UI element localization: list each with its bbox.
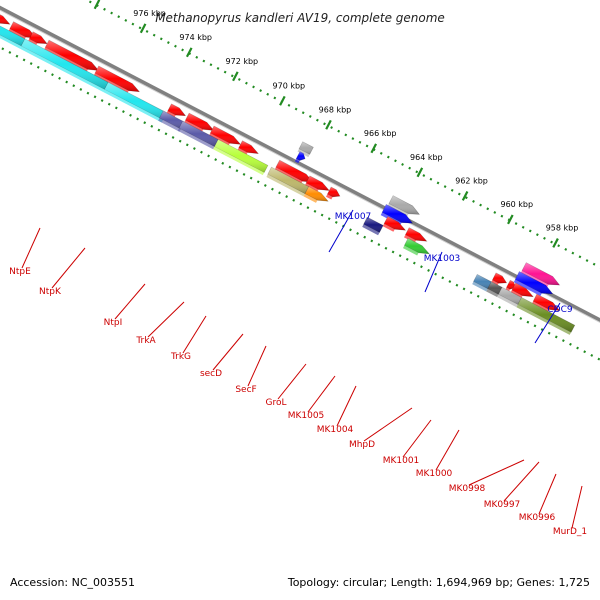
gene-label-mk1007: MK1007	[335, 212, 372, 222]
ruler-tick-label: 976 kbp	[133, 9, 166, 18]
feature-secD	[213, 139, 269, 176]
feature-murD	[516, 297, 576, 335]
gene-label-mk1000: MK1000	[416, 469, 453, 479]
feature-mk0998	[472, 273, 492, 292]
feature-ntpI	[103, 81, 168, 123]
feature-red-14	[382, 216, 407, 232]
ruler-tick	[232, 71, 239, 82]
ruler-tick-label: 958 kbp	[546, 224, 579, 233]
feature-trkA	[158, 110, 185, 132]
feature-red-3	[8, 21, 38, 40]
topology-info: Topology: circular; Length: 1,694,969 bp…	[287, 576, 590, 589]
ruler-tick	[370, 143, 378, 154]
feature-red-19	[531, 293, 561, 313]
feature-red-7	[166, 103, 187, 118]
ruler-tick-label: 962 kbp	[455, 176, 488, 185]
feature-mk1007-arrow	[294, 151, 306, 164]
feature-red-4	[27, 31, 48, 46]
gene-labels: MK1007 MK1003 CDC9 NtpE NtpK NtpI TrkA TrkG secD…	[9, 212, 587, 537]
ruler-tick	[461, 190, 469, 201]
ruler-tick	[552, 238, 559, 248]
feature-cdc9-magenta	[520, 262, 561, 288]
ruler-tick	[325, 119, 332, 130]
gene-label-mk0998: MK0998	[449, 484, 486, 494]
feature-red-5	[43, 39, 100, 73]
feature-red-15	[404, 227, 428, 243]
gene-label-secd: secD	[200, 369, 222, 379]
ruler-tick	[139, 23, 147, 34]
gene-label-trka: TrkA	[135, 336, 156, 346]
ruler-tick-label: 966 kbp	[364, 129, 397, 138]
ruler-tick	[93, 0, 101, 10]
gene-label-secf: SecF	[235, 385, 256, 395]
feature-ntpK	[19, 38, 109, 92]
accession-text: Accession: NC_003551	[10, 576, 135, 589]
gene-label-murd-1: MurD_1	[553, 527, 587, 537]
ruler-tick-label: 964 kbp	[410, 153, 443, 162]
ruler-tick-label: 968 kbp	[319, 105, 352, 114]
ruler-tick	[507, 214, 514, 225]
label-leaders	[21, 209, 583, 529]
feature-mk0996	[497, 286, 523, 308]
gene-label-mk1004: MK1004	[317, 425, 354, 435]
feature-mk1005	[303, 186, 329, 203]
ruler-tick	[279, 95, 286, 106]
gene-label-mk1001: MK1001	[383, 456, 420, 466]
gene-features	[0, 14, 576, 335]
feature-red-13	[326, 186, 341, 200]
gene-label-cdc9: CDC9	[547, 305, 572, 315]
feature-mk1001	[403, 237, 431, 256]
feature-red-18	[510, 282, 534, 299]
feature-red-16	[491, 272, 508, 286]
feature-red-9	[208, 125, 242, 146]
feature-red-17	[505, 279, 516, 292]
gene-label-grol: GroL	[266, 398, 287, 408]
feature-cdc9-blue	[513, 271, 554, 296]
gene-label-mk0996: MK0996	[519, 513, 556, 523]
gene-label-mhpd: MhpD	[349, 440, 375, 450]
feature-trkG	[177, 120, 219, 150]
feature-mk0997	[486, 281, 503, 297]
feature-mk1003-gray	[387, 195, 421, 217]
gene-label-ntpk: NtpK	[39, 287, 62, 297]
ruler-tick-label: 972 kbp	[226, 57, 259, 66]
feature-mk1007-block	[297, 141, 314, 158]
gene-label-ntpe: NtpE	[9, 267, 31, 277]
gene-label-mk0997: MK0997	[484, 500, 521, 510]
feature-red-10	[237, 140, 260, 156]
gene-label-mk1003: MK1003	[424, 254, 461, 264]
ruler-tick-label: 960 kbp	[500, 200, 533, 209]
feature-red-6	[93, 65, 141, 94]
feature-red-12	[304, 175, 330, 193]
ruler-tick	[185, 47, 193, 58]
feature-ntpE	[0, 25, 26, 49]
feature-groL	[266, 166, 310, 197]
feature-mhpD	[362, 216, 384, 236]
ruler-tick-label: 974 kbp	[179, 33, 212, 42]
feature-red-1	[0, 14, 11, 25]
gene-label-mk1005: MK1005	[288, 411, 325, 421]
map-title: Methanopyrus kandleri AV19, complete gen…	[155, 11, 445, 25]
feature-red-8	[184, 112, 215, 133]
genome-backbone	[0, 5, 600, 361]
gene-label-trkg: TrkG	[170, 352, 191, 362]
feature-red-11	[274, 159, 314, 184]
gene-label-ntpi: NtpI	[104, 318, 123, 328]
ruler-tick	[416, 167, 424, 178]
ruler-tick-label: 970 kbp	[273, 81, 306, 90]
